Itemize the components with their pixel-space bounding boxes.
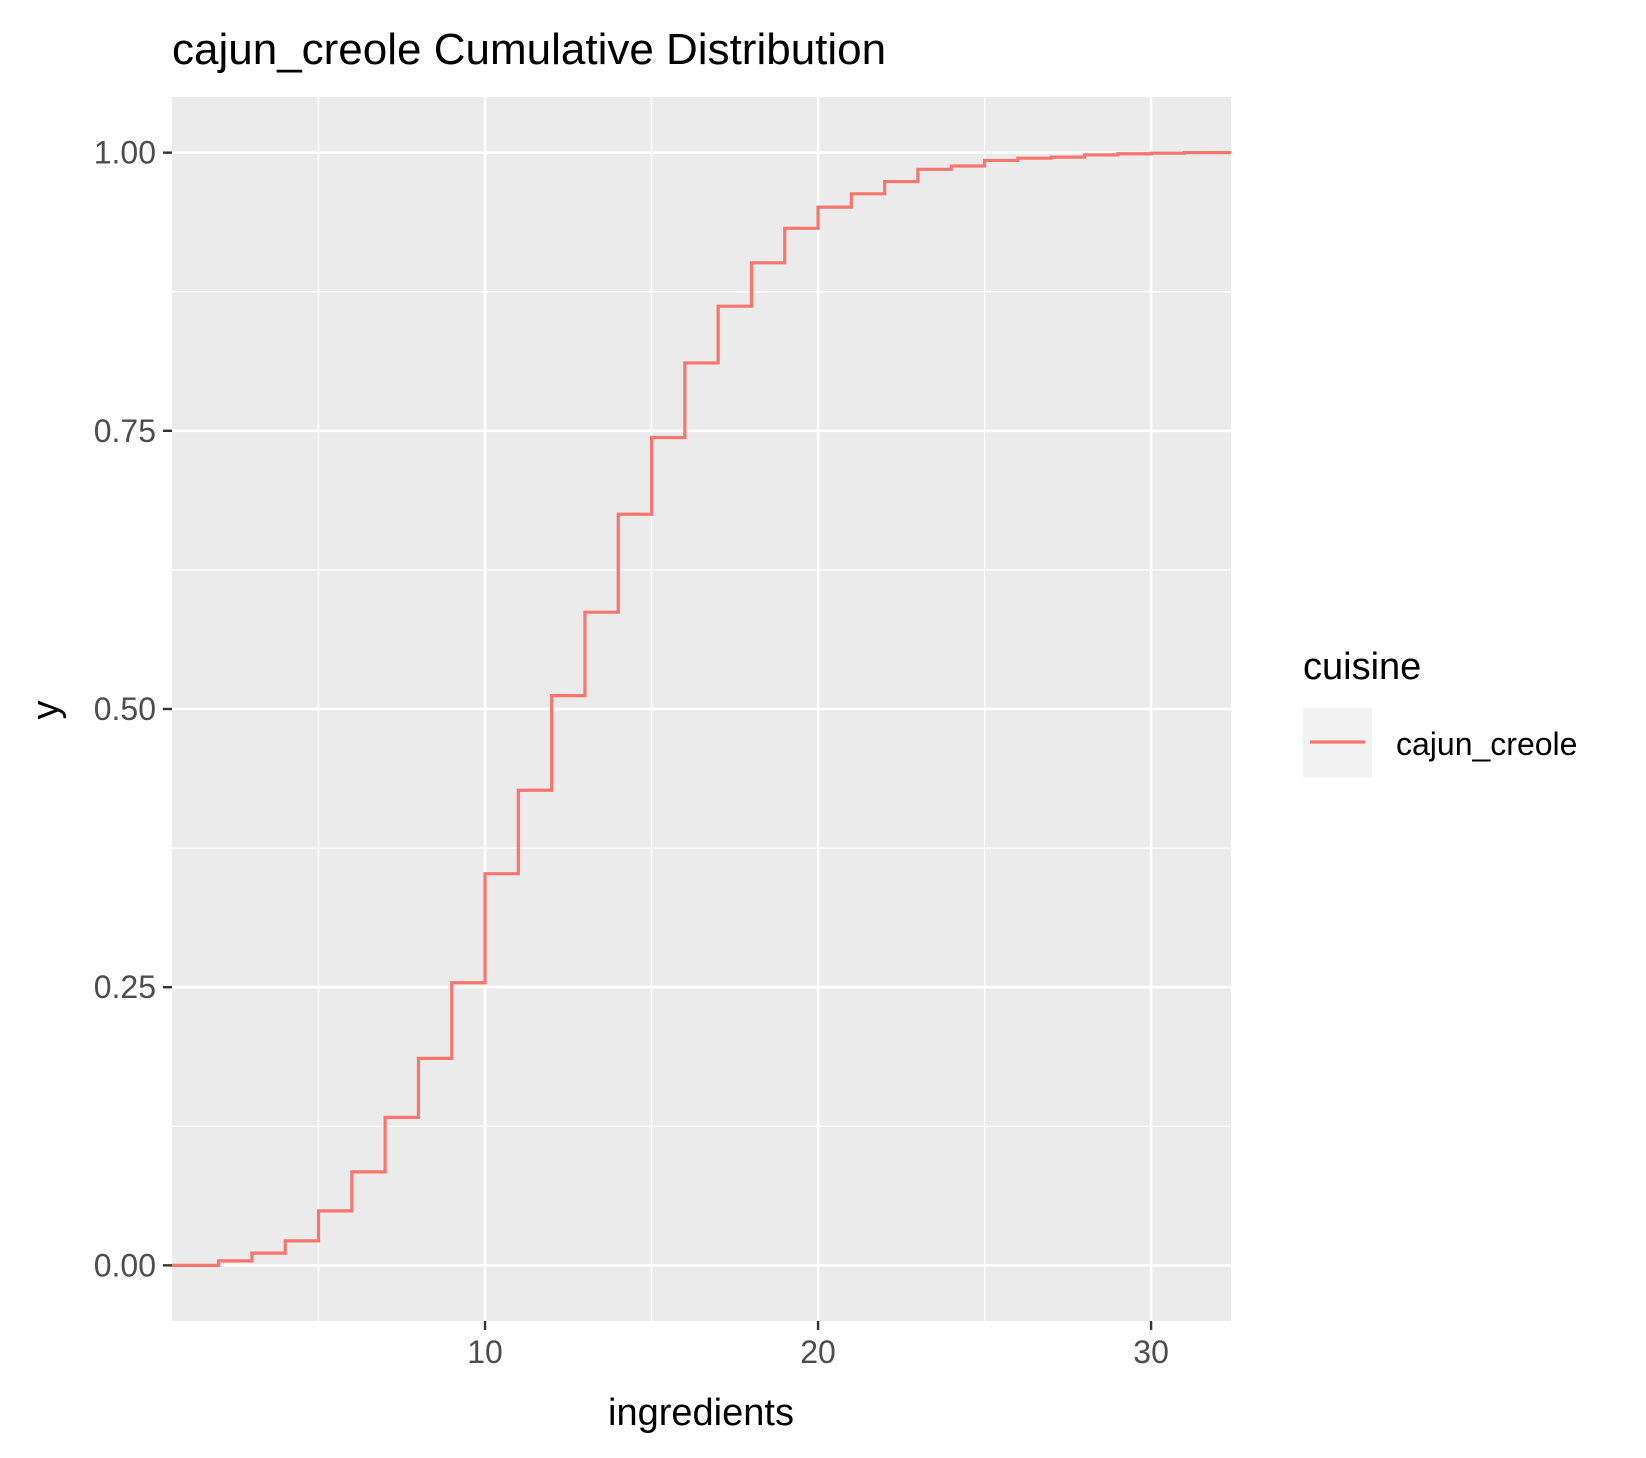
y-tick-label: 0.25	[94, 969, 156, 1005]
series-layer	[172, 151, 1231, 1267]
y-tick-label: 0.75	[94, 413, 156, 449]
y-axis-label: y	[25, 701, 67, 720]
x-tick-label: 20	[800, 1334, 836, 1370]
y-tick-label: 0.50	[94, 691, 156, 727]
axes: 10 20 30 0.00 0.25 0.50 0.75 1.00	[94, 135, 1169, 1370]
x-axis-label: ingredients	[608, 1392, 794, 1434]
y-tick-label: 0.00	[94, 1247, 156, 1283]
chart-title: cajun_creole Cumulative Distribution	[172, 25, 886, 74]
legend: cuisine cajun_creole	[1303, 646, 1577, 777]
legend-title: cuisine	[1303, 646, 1421, 688]
legend-label: cajun_creole	[1396, 726, 1577, 762]
major-gridlines	[172, 97, 1231, 1321]
x-tick-label: 30	[1133, 1334, 1169, 1370]
y-tick-label: 1.00	[94, 135, 156, 171]
x-tick-label: 10	[467, 1334, 503, 1370]
series-line-cajun-creole	[172, 151, 1231, 1267]
